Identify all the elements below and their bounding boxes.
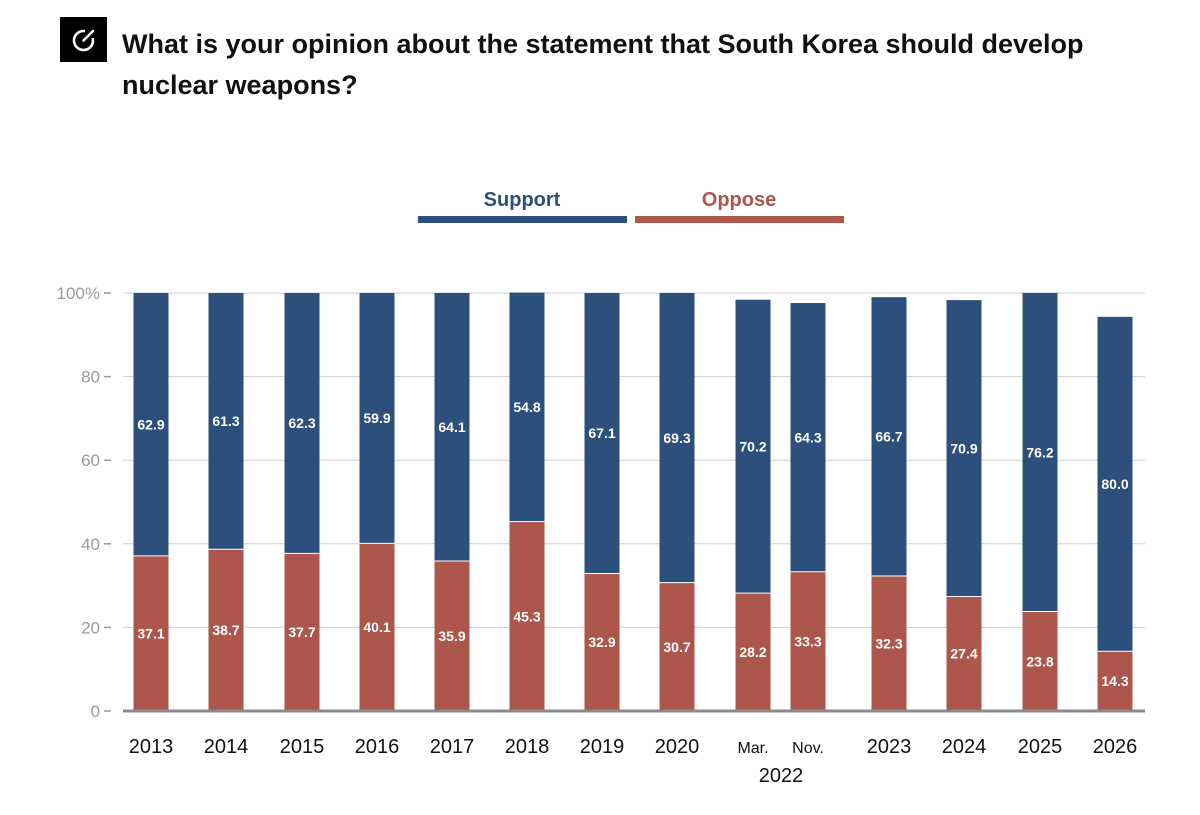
- data-label-support: 62.9: [137, 416, 164, 432]
- bar-support: [735, 299, 771, 594]
- data-label-support: 62.3: [288, 415, 315, 431]
- gridlines: [123, 292, 1145, 628]
- bar-support: [133, 293, 169, 556]
- bar-oppose: [790, 571, 826, 711]
- bar-support: [790, 303, 826, 572]
- legend-swatch-oppose: [635, 216, 844, 223]
- data-label-support: 64.1: [438, 419, 465, 435]
- bar-oppose: [1097, 651, 1133, 711]
- data-label-oppose: 27.4: [950, 646, 977, 662]
- bar-support: [359, 293, 395, 544]
- y-tick-label: 40: [81, 535, 100, 554]
- data-label-support: 66.7: [875, 429, 902, 445]
- bar-oppose: [659, 582, 695, 711]
- chart-title: What is your opinion about the statement…: [122, 29, 1084, 100]
- logo: [60, 17, 107, 62]
- x-tick-label: 2019: [580, 736, 625, 758]
- y-tick-label: 0: [91, 702, 100, 721]
- bar-oppose: [735, 593, 771, 711]
- data-label-support: 70.2: [739, 438, 766, 454]
- y-tick-label: 80: [81, 368, 100, 387]
- data-label-oppose: 40.1: [363, 619, 390, 635]
- x-tick-label: Mar.: [737, 740, 768, 757]
- data-label-support: 59.9: [363, 410, 390, 426]
- x-tick-label: 2025: [1018, 736, 1063, 758]
- bar-oppose: [946, 596, 982, 711]
- x-tick-label: 2013: [129, 736, 174, 758]
- data-label-oppose: 37.1: [137, 625, 164, 641]
- bars: [133, 292, 1133, 711]
- data-label-support: 80.0: [1101, 476, 1128, 492]
- data-label-oppose: 37.7: [288, 624, 315, 640]
- x-tick-label: 2018: [505, 736, 550, 758]
- data-label-oppose: 23.8: [1026, 653, 1053, 669]
- data-label-oppose: 35.9: [438, 628, 465, 644]
- circular-arrow-icon: [72, 27, 96, 52]
- x-tick-label: 2026: [1093, 736, 1138, 758]
- x-tick-label: 2014: [204, 736, 249, 758]
- bar-oppose: [509, 521, 545, 711]
- data-label-support: 67.1: [588, 425, 615, 441]
- x-tick-label: 2016: [355, 736, 400, 758]
- bar-support: [208, 293, 244, 550]
- legend-label-support: Support: [484, 189, 561, 211]
- x-group-label: 2022: [759, 765, 804, 787]
- data-label-support: 76.2: [1026, 444, 1053, 460]
- bar-support: [509, 292, 545, 522]
- data-label-support: 61.3: [212, 413, 239, 429]
- legend-label-oppose: Oppose: [702, 189, 776, 211]
- data-label-oppose: 38.7: [212, 622, 239, 638]
- bar-oppose: [434, 560, 470, 711]
- x-tick-label: 2017: [430, 736, 475, 758]
- bar-support: [1022, 293, 1058, 612]
- data-label-oppose: 45.3: [513, 608, 540, 624]
- legend: Support Oppose: [418, 189, 844, 223]
- y-tick-label: 20: [81, 618, 100, 637]
- bar-support: [1097, 316, 1133, 652]
- x-tick-label: 2015: [280, 736, 325, 758]
- y-tick-label: 100%: [57, 284, 100, 303]
- axes: 0 20 40 60 80 100% 2013 2014 2015 2016 2017 2018 201…: [57, 284, 1145, 787]
- data-label-support: 69.3: [663, 430, 690, 446]
- bar-support: [659, 293, 695, 583]
- data-label-support: 70.9: [950, 440, 977, 456]
- bar-oppose: [584, 573, 620, 711]
- x-tick-label: 2020: [655, 736, 700, 758]
- x-tick-label: Nov.: [792, 740, 824, 757]
- x-tick-label: 2023: [867, 736, 912, 758]
- data-labels: 62.9 37.1 61.3 38.7 62.3 37.7 59.9 40.1 64.1 35.9…: [137, 399, 1128, 689]
- y-tick-label: 60: [81, 451, 100, 470]
- bar-support: [434, 293, 470, 561]
- bar-support: [284, 293, 320, 554]
- x-tick-label: 2024: [942, 736, 987, 758]
- bar-oppose: [359, 543, 395, 711]
- data-label-oppose: 14.3: [1101, 673, 1128, 689]
- bar-oppose: [133, 555, 169, 711]
- legend-swatch-support: [418, 216, 627, 223]
- bar-support: [871, 297, 907, 576]
- bar-oppose: [1022, 611, 1058, 711]
- data-label-oppose: 32.9: [588, 634, 615, 650]
- data-label-oppose: 33.3: [794, 633, 821, 649]
- bar-support: [946, 300, 982, 597]
- bar-oppose: [284, 553, 320, 711]
- data-label-support: 54.8: [513, 399, 540, 415]
- bar-oppose: [208, 549, 244, 711]
- bar-support: [584, 293, 620, 574]
- data-label-oppose: 28.2: [739, 644, 766, 660]
- data-label-oppose: 30.7: [663, 639, 690, 655]
- data-label-oppose: 32.3: [875, 635, 902, 651]
- bar-oppose: [871, 575, 907, 711]
- data-label-support: 64.3: [794, 429, 821, 445]
